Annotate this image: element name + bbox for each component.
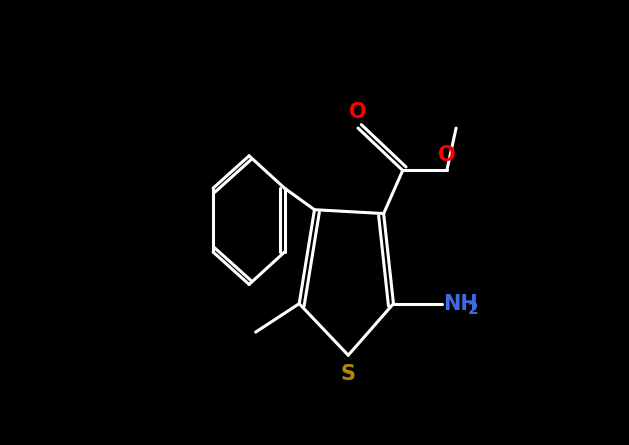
Text: O: O bbox=[349, 102, 367, 122]
Text: O: O bbox=[438, 146, 455, 165]
Text: NH: NH bbox=[443, 294, 478, 314]
Text: 2: 2 bbox=[468, 302, 479, 317]
Text: S: S bbox=[341, 364, 356, 384]
